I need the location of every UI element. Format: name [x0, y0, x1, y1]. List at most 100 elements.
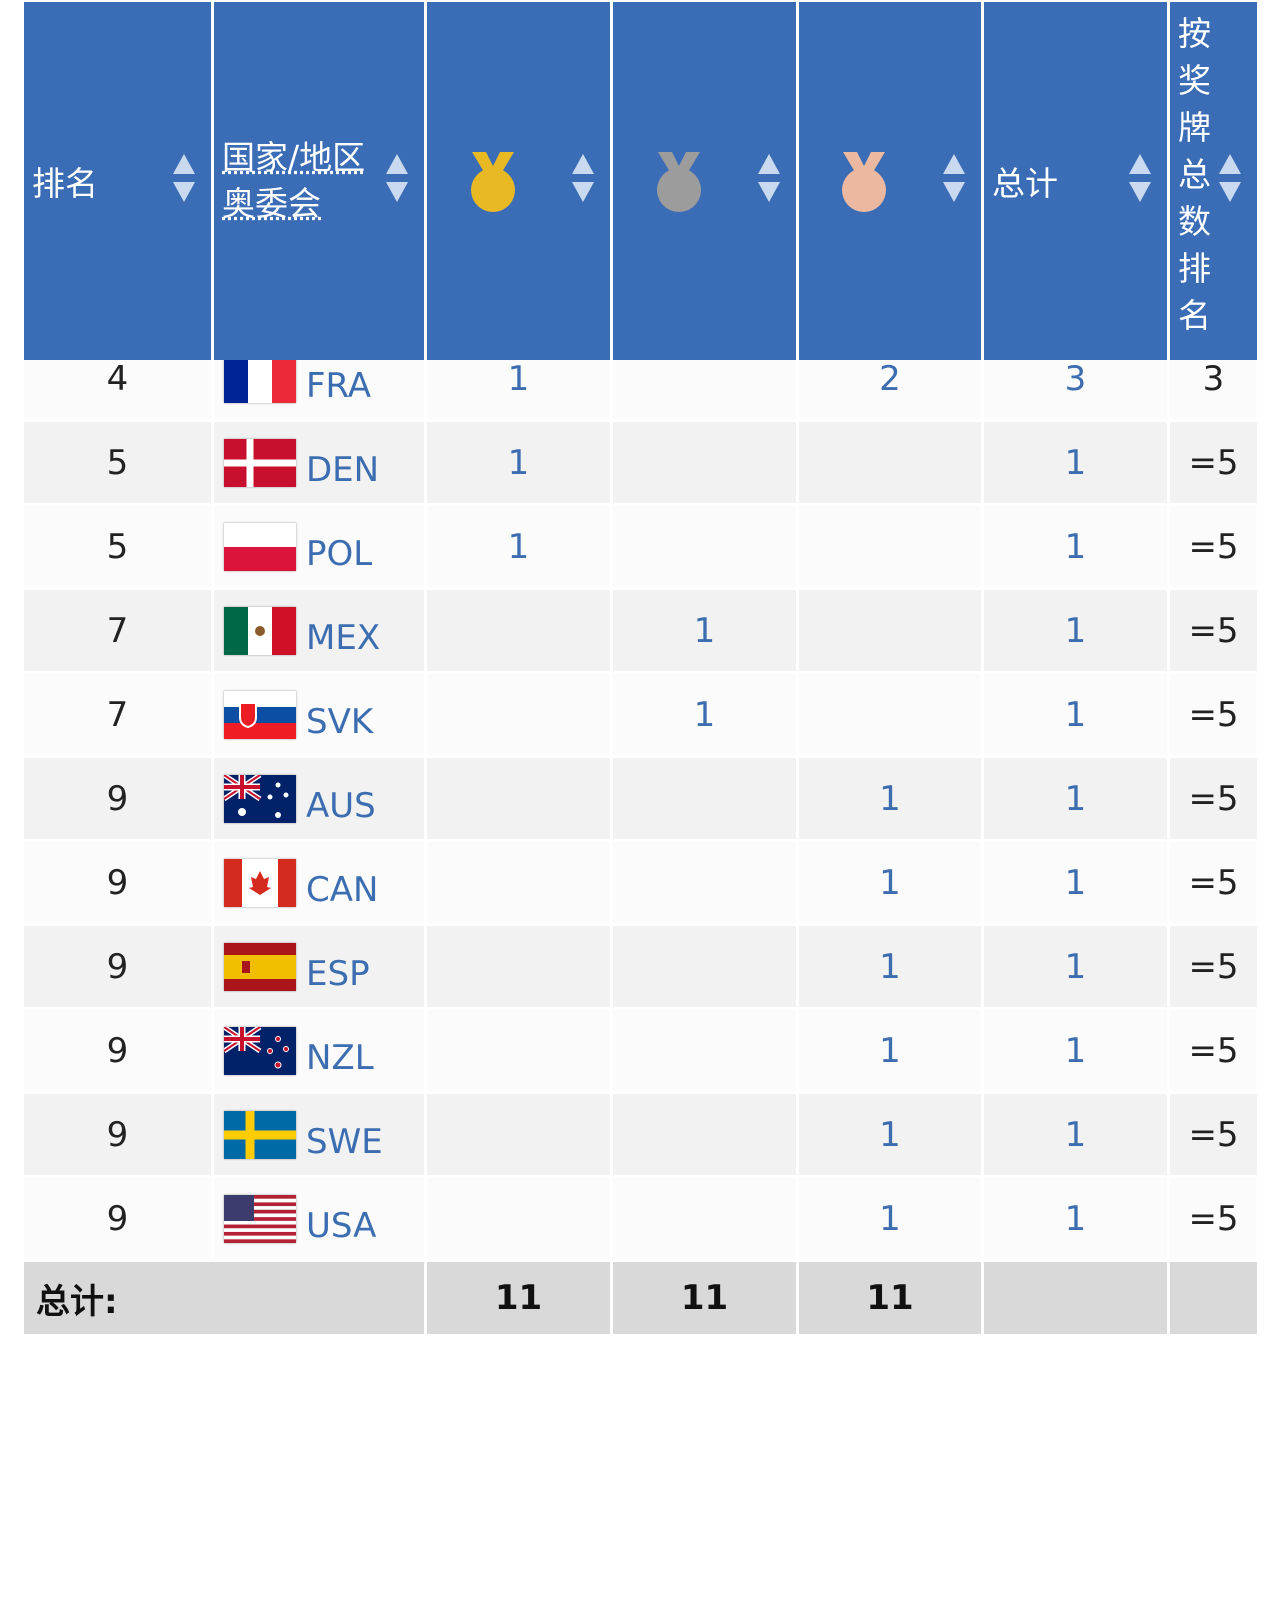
gold [427, 674, 610, 755]
silver [613, 506, 796, 587]
bronze-text: 1 [879, 1030, 901, 1071]
footer-bronze: 11 [799, 1262, 981, 1334]
flag [224, 942, 296, 991]
total: 1 [984, 590, 1167, 671]
country: AUS [214, 758, 424, 839]
silver-medal-icon [656, 152, 701, 212]
silver [613, 1094, 796, 1175]
rank-text: 5 [106, 526, 129, 567]
header-noc[interactable]: 国家/地区奥委会 [214, 2, 424, 360]
country-text: CAN [306, 869, 379, 910]
country: SVK [214, 674, 424, 755]
rank: 5 [24, 506, 211, 587]
bronze [799, 674, 981, 755]
rank: 7 [24, 674, 211, 755]
total-text: 1 [1064, 610, 1087, 651]
total-text: 1 [1064, 946, 1087, 987]
header-total[interactable]: 总计 [984, 2, 1167, 360]
gold [427, 926, 610, 1007]
gold: 1 [427, 422, 610, 503]
medal-rank: =5 [1170, 1178, 1257, 1259]
country: DEN [214, 422, 424, 503]
rank: 9 [24, 758, 211, 839]
silver [613, 1010, 796, 1091]
bronze: 1 [799, 842, 981, 923]
footer-medal-rank [1170, 1262, 1257, 1334]
gold-text: 1 [507, 358, 530, 399]
total-text: 3 [1064, 358, 1087, 399]
footer-silver-text: 11 [680, 1278, 729, 1318]
medal-rank-text: =5 [1188, 946, 1239, 987]
sort-arrows [386, 154, 408, 202]
gold-text: 1 [507, 442, 530, 483]
medal-rank: =5 [1170, 758, 1257, 839]
silver [613, 842, 796, 923]
medal-rank: =5 [1170, 590, 1257, 671]
rank-text: 7 [106, 694, 129, 735]
silver: 1 [613, 674, 796, 755]
total-text: 1 [1064, 862, 1087, 903]
bronze: 1 [799, 926, 981, 1007]
footer-gold-text: 11 [494, 1278, 543, 1318]
header-medal-rank[interactable]: 按奖牌总数排名 [1170, 2, 1257, 360]
header-rank[interactable]: 排名 [24, 2, 211, 360]
medal-rank-text: =5 [1188, 526, 1239, 567]
gold-medal-icon [470, 152, 515, 212]
medal-rank: =5 [1170, 422, 1257, 503]
bronze-text: 1 [879, 946, 901, 987]
gold [427, 1010, 610, 1091]
total: 1 [984, 926, 1167, 1007]
total: 1 [984, 674, 1167, 755]
total: 1 [984, 758, 1167, 839]
total-text: 1 [1064, 778, 1087, 819]
flag [224, 1194, 296, 1243]
medal-rank: =5 [1170, 674, 1257, 755]
medal-table: 排名 国家/地区奥委会 总计 按奖牌总数排名 1ITA4521112GER241… [24, 2, 1257, 1343]
footer-label: 总计: [24, 1262, 424, 1334]
country: POL [214, 506, 424, 587]
country: NZL [214, 1010, 424, 1091]
bronze-text: 1 [879, 862, 901, 903]
country: SWE [214, 1094, 424, 1175]
flag [224, 690, 296, 739]
rank: 7 [24, 590, 211, 671]
total: 1 [984, 506, 1167, 587]
rank-text: 9 [106, 946, 129, 987]
sort-arrows [1129, 154, 1151, 202]
sort-arrows [173, 154, 195, 202]
medal-rank-text: =5 [1188, 442, 1239, 483]
footer-bronze-text: 11 [866, 1278, 914, 1318]
bronze-text: 2 [879, 358, 901, 399]
header-gold[interactable] [427, 2, 610, 360]
medal-rank-text: =5 [1188, 1198, 1239, 1239]
bronze-text: 1 [879, 1114, 901, 1155]
header-silver[interactable] [613, 2, 796, 360]
silver-text: 1 [693, 610, 716, 651]
medal-rank-text: =5 [1188, 778, 1239, 819]
country-text: MEX [306, 617, 381, 658]
gold: 1 [427, 506, 610, 587]
bronze-text: 1 [879, 1198, 901, 1239]
footer-silver: 11 [613, 1262, 796, 1334]
country-text: FRA [306, 365, 372, 406]
medal-rank-text: 3 [1202, 358, 1225, 399]
flag [224, 1026, 296, 1075]
total-text: 1 [1064, 442, 1087, 483]
footer-gold: 11 [427, 1262, 610, 1334]
rank: 9 [24, 1094, 211, 1175]
bronze [799, 422, 981, 503]
sort-arrows [1219, 154, 1241, 202]
total-text: 1 [1064, 526, 1087, 567]
country-text: DEN [306, 449, 380, 490]
total: 1 [984, 1094, 1167, 1175]
bronze: 1 [799, 758, 981, 839]
gold [427, 590, 610, 671]
sort-arrows [943, 154, 965, 202]
total: 1 [984, 1178, 1167, 1259]
flag [224, 606, 296, 655]
bronze-text: 1 [879, 778, 901, 819]
medal-rank-text: =5 [1188, 1114, 1239, 1155]
header-bronze[interactable] [799, 2, 981, 360]
silver-text: 1 [693, 694, 716, 735]
